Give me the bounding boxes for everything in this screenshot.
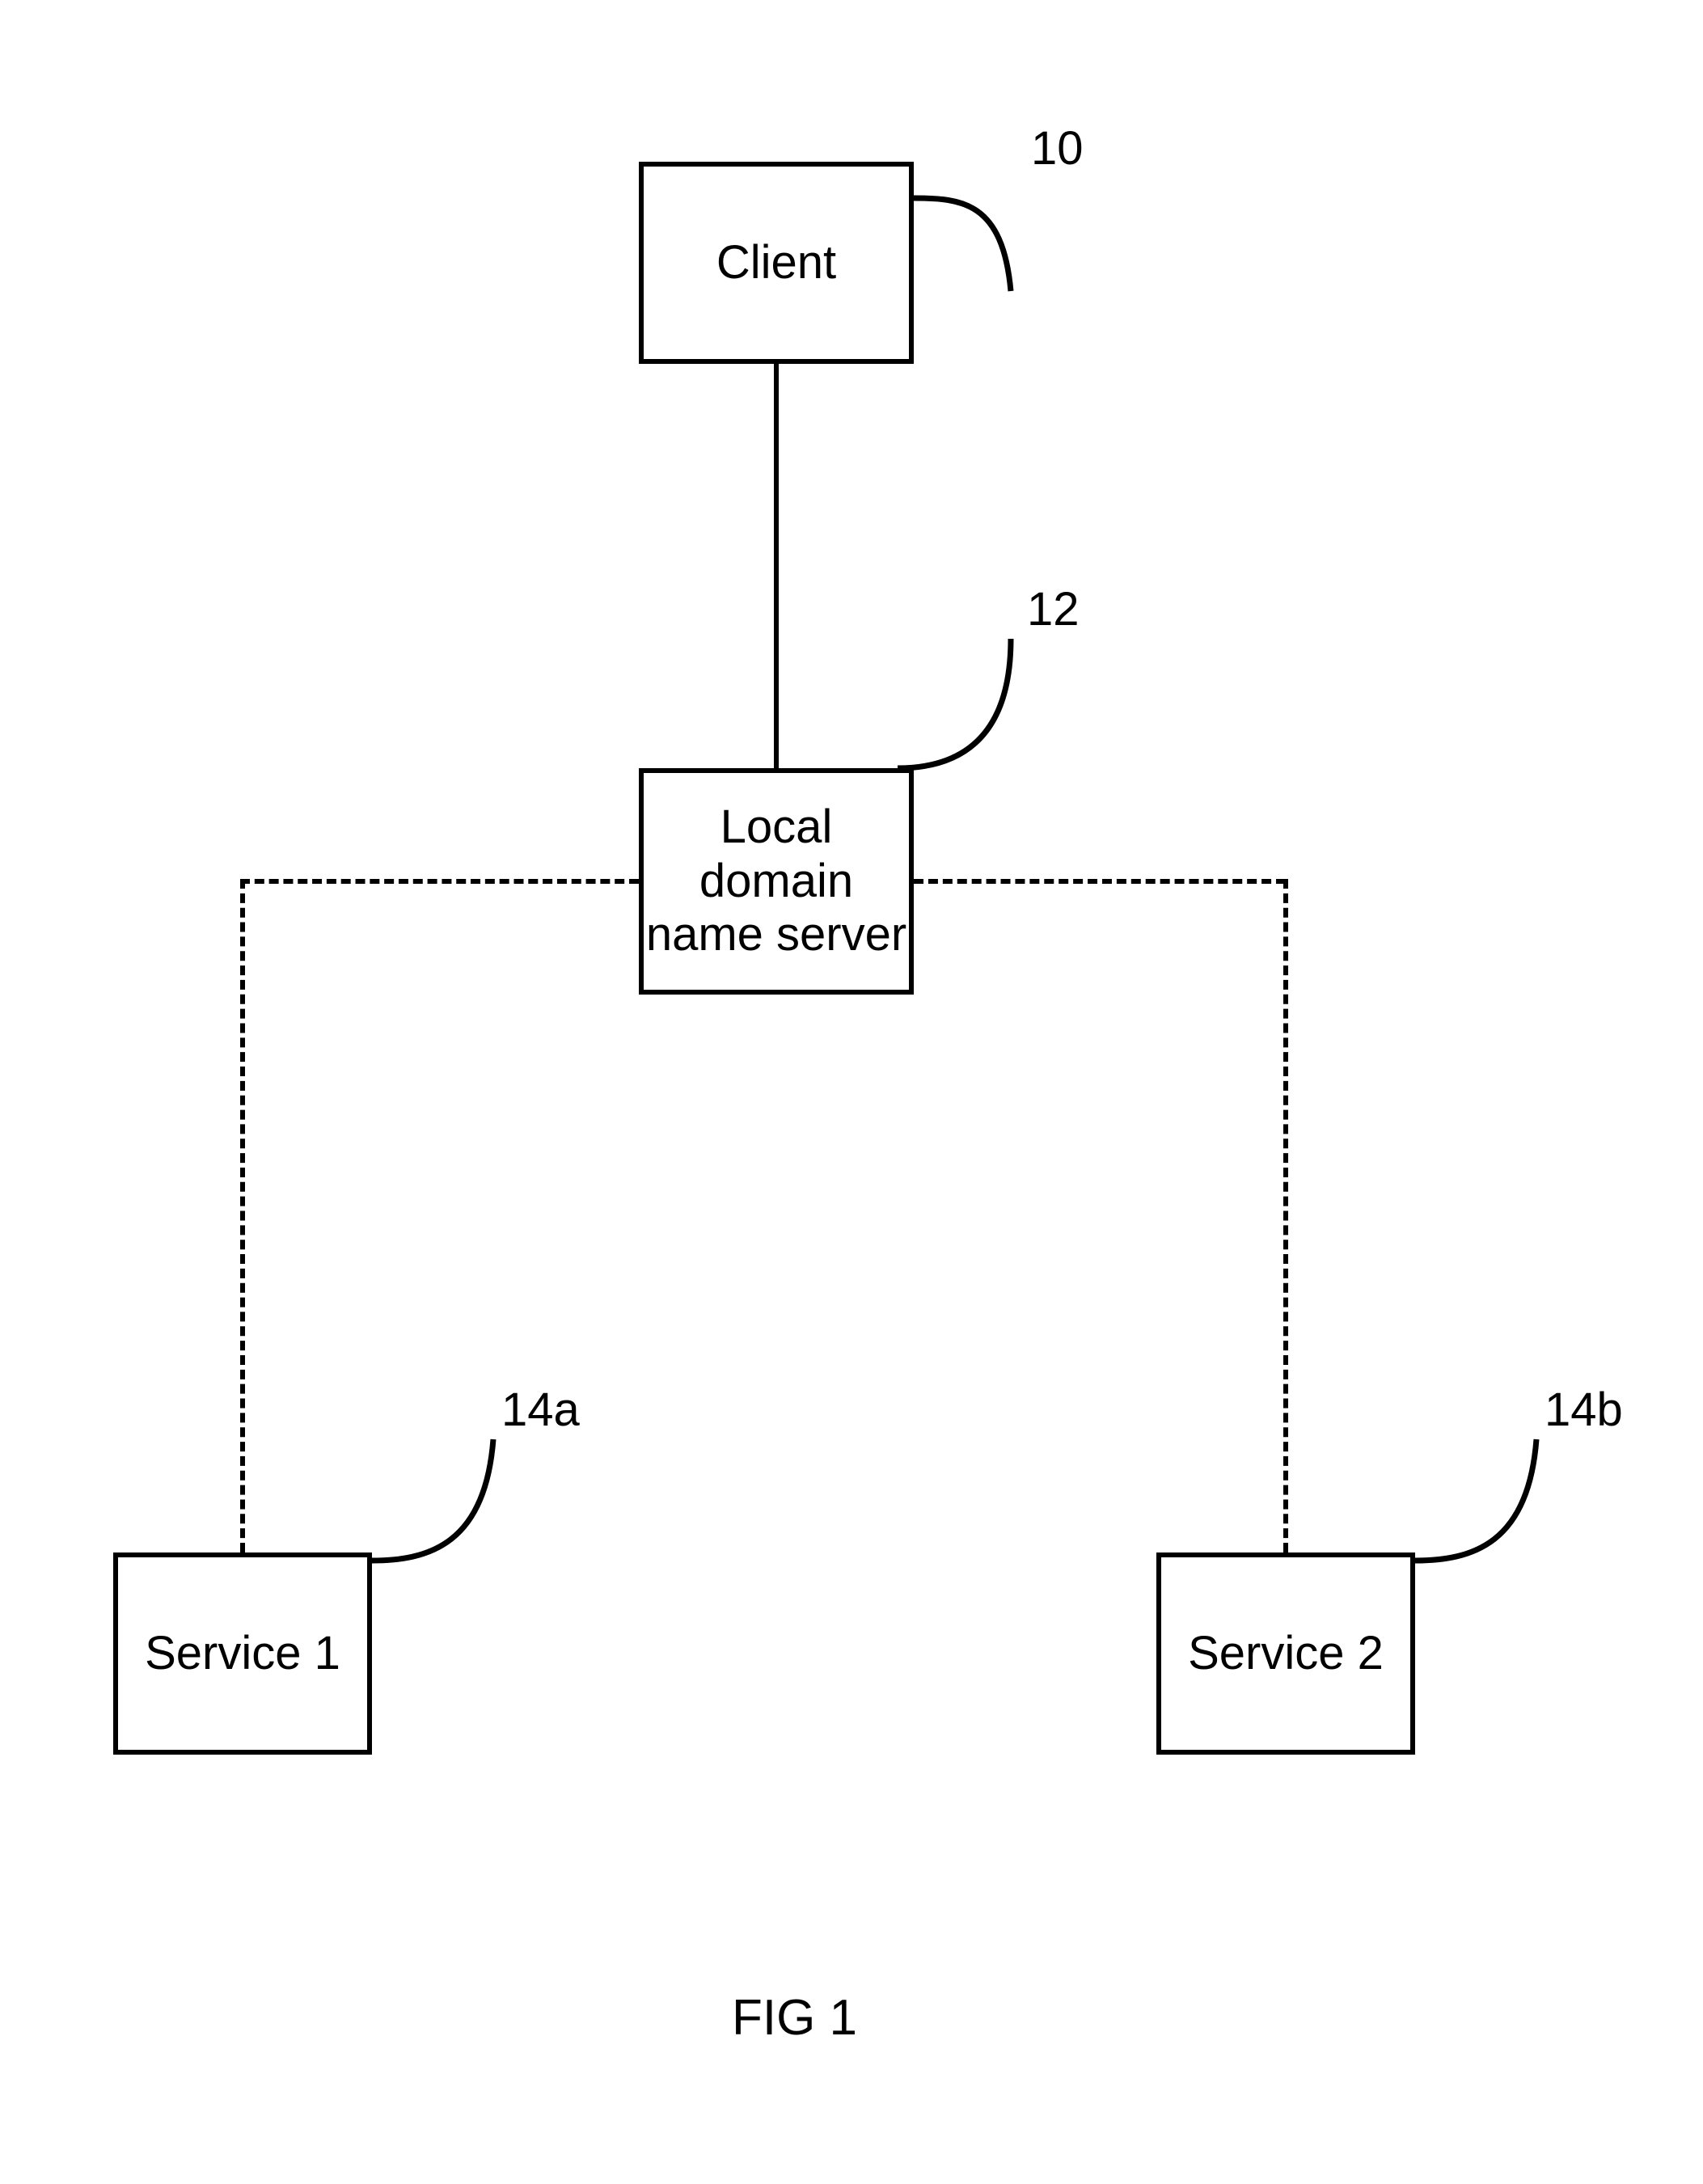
callout-service2 xyxy=(1415,1423,1593,1585)
edge-dns-service1-v xyxy=(240,879,245,1552)
node-service1-label: Service 1 xyxy=(145,1627,340,1681)
ref-service1: 14a xyxy=(501,1383,580,1437)
node-dns: Local domain name server xyxy=(639,768,914,995)
diagram-canvas: Client 10 Local domain name server 12 Se… xyxy=(0,0,1703,2184)
node-service2-label: Service 2 xyxy=(1188,1627,1384,1681)
node-dns-label: Local domain name server xyxy=(646,801,906,962)
node-service2: Service 2 xyxy=(1156,1552,1415,1755)
callout-dns xyxy=(890,623,1067,801)
ref-client: 10 xyxy=(1031,121,1084,175)
callout-service1 xyxy=(372,1423,550,1585)
edge-dns-service2-v xyxy=(1283,879,1288,1552)
callout-client xyxy=(914,154,1075,315)
edge-client-dns xyxy=(774,364,779,768)
ref-dns: 12 xyxy=(1027,582,1080,636)
figure-caption: FIG 1 xyxy=(732,1989,857,2047)
edge-dns-right-h xyxy=(914,879,1286,884)
node-client: Client xyxy=(639,162,914,364)
ref-service2: 14b xyxy=(1545,1383,1623,1437)
node-service1: Service 1 xyxy=(113,1552,372,1755)
node-client-label: Client xyxy=(716,236,836,290)
edge-dns-left-h xyxy=(240,879,639,884)
